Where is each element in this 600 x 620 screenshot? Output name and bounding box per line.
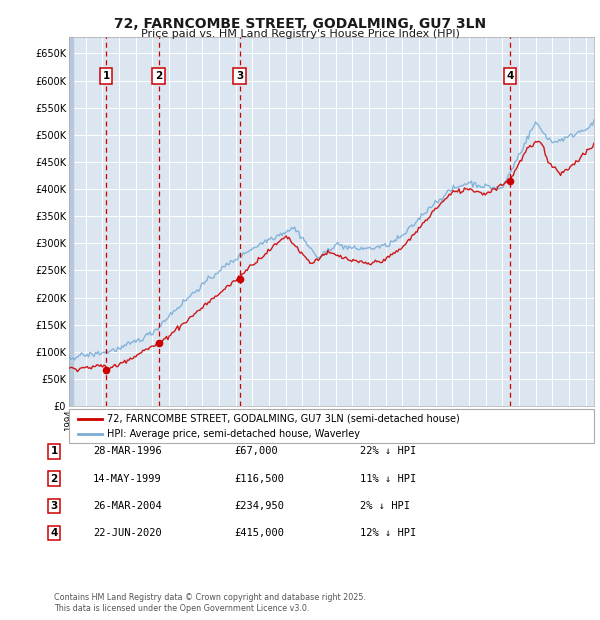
- Text: 1: 1: [103, 71, 110, 81]
- Text: 26-MAR-2004: 26-MAR-2004: [93, 501, 162, 511]
- Text: 4: 4: [506, 71, 514, 81]
- Text: 28-MAR-1996: 28-MAR-1996: [93, 446, 162, 456]
- Text: 3: 3: [50, 501, 58, 511]
- Text: HPI: Average price, semi-detached house, Waverley: HPI: Average price, semi-detached house,…: [107, 429, 360, 439]
- Text: 22% ↓ HPI: 22% ↓ HPI: [360, 446, 416, 456]
- Text: £234,950: £234,950: [234, 501, 284, 511]
- Text: Contains HM Land Registry data © Crown copyright and database right 2025.
This d: Contains HM Land Registry data © Crown c…: [54, 593, 366, 613]
- Text: 11% ↓ HPI: 11% ↓ HPI: [360, 474, 416, 484]
- Text: 22-JUN-2020: 22-JUN-2020: [93, 528, 162, 538]
- Text: £415,000: £415,000: [234, 528, 284, 538]
- Text: Price paid vs. HM Land Registry's House Price Index (HPI): Price paid vs. HM Land Registry's House …: [140, 29, 460, 39]
- Text: 12% ↓ HPI: 12% ↓ HPI: [360, 528, 416, 538]
- Text: 2: 2: [50, 474, 58, 484]
- Text: 2% ↓ HPI: 2% ↓ HPI: [360, 501, 410, 511]
- Bar: [69, 37, 74, 406]
- Text: 1: 1: [50, 446, 58, 456]
- Text: £67,000: £67,000: [234, 446, 278, 456]
- Text: 4: 4: [50, 528, 58, 538]
- Text: 14-MAY-1999: 14-MAY-1999: [93, 474, 162, 484]
- Text: 72, FARNCOMBE STREET, GODALMING, GU7 3LN: 72, FARNCOMBE STREET, GODALMING, GU7 3LN: [114, 17, 486, 32]
- Text: £116,500: £116,500: [234, 474, 284, 484]
- Text: 2: 2: [155, 71, 162, 81]
- Text: 72, FARNCOMBE STREET, GODALMING, GU7 3LN (semi-detached house): 72, FARNCOMBE STREET, GODALMING, GU7 3LN…: [107, 414, 460, 423]
- Text: 3: 3: [236, 71, 243, 81]
